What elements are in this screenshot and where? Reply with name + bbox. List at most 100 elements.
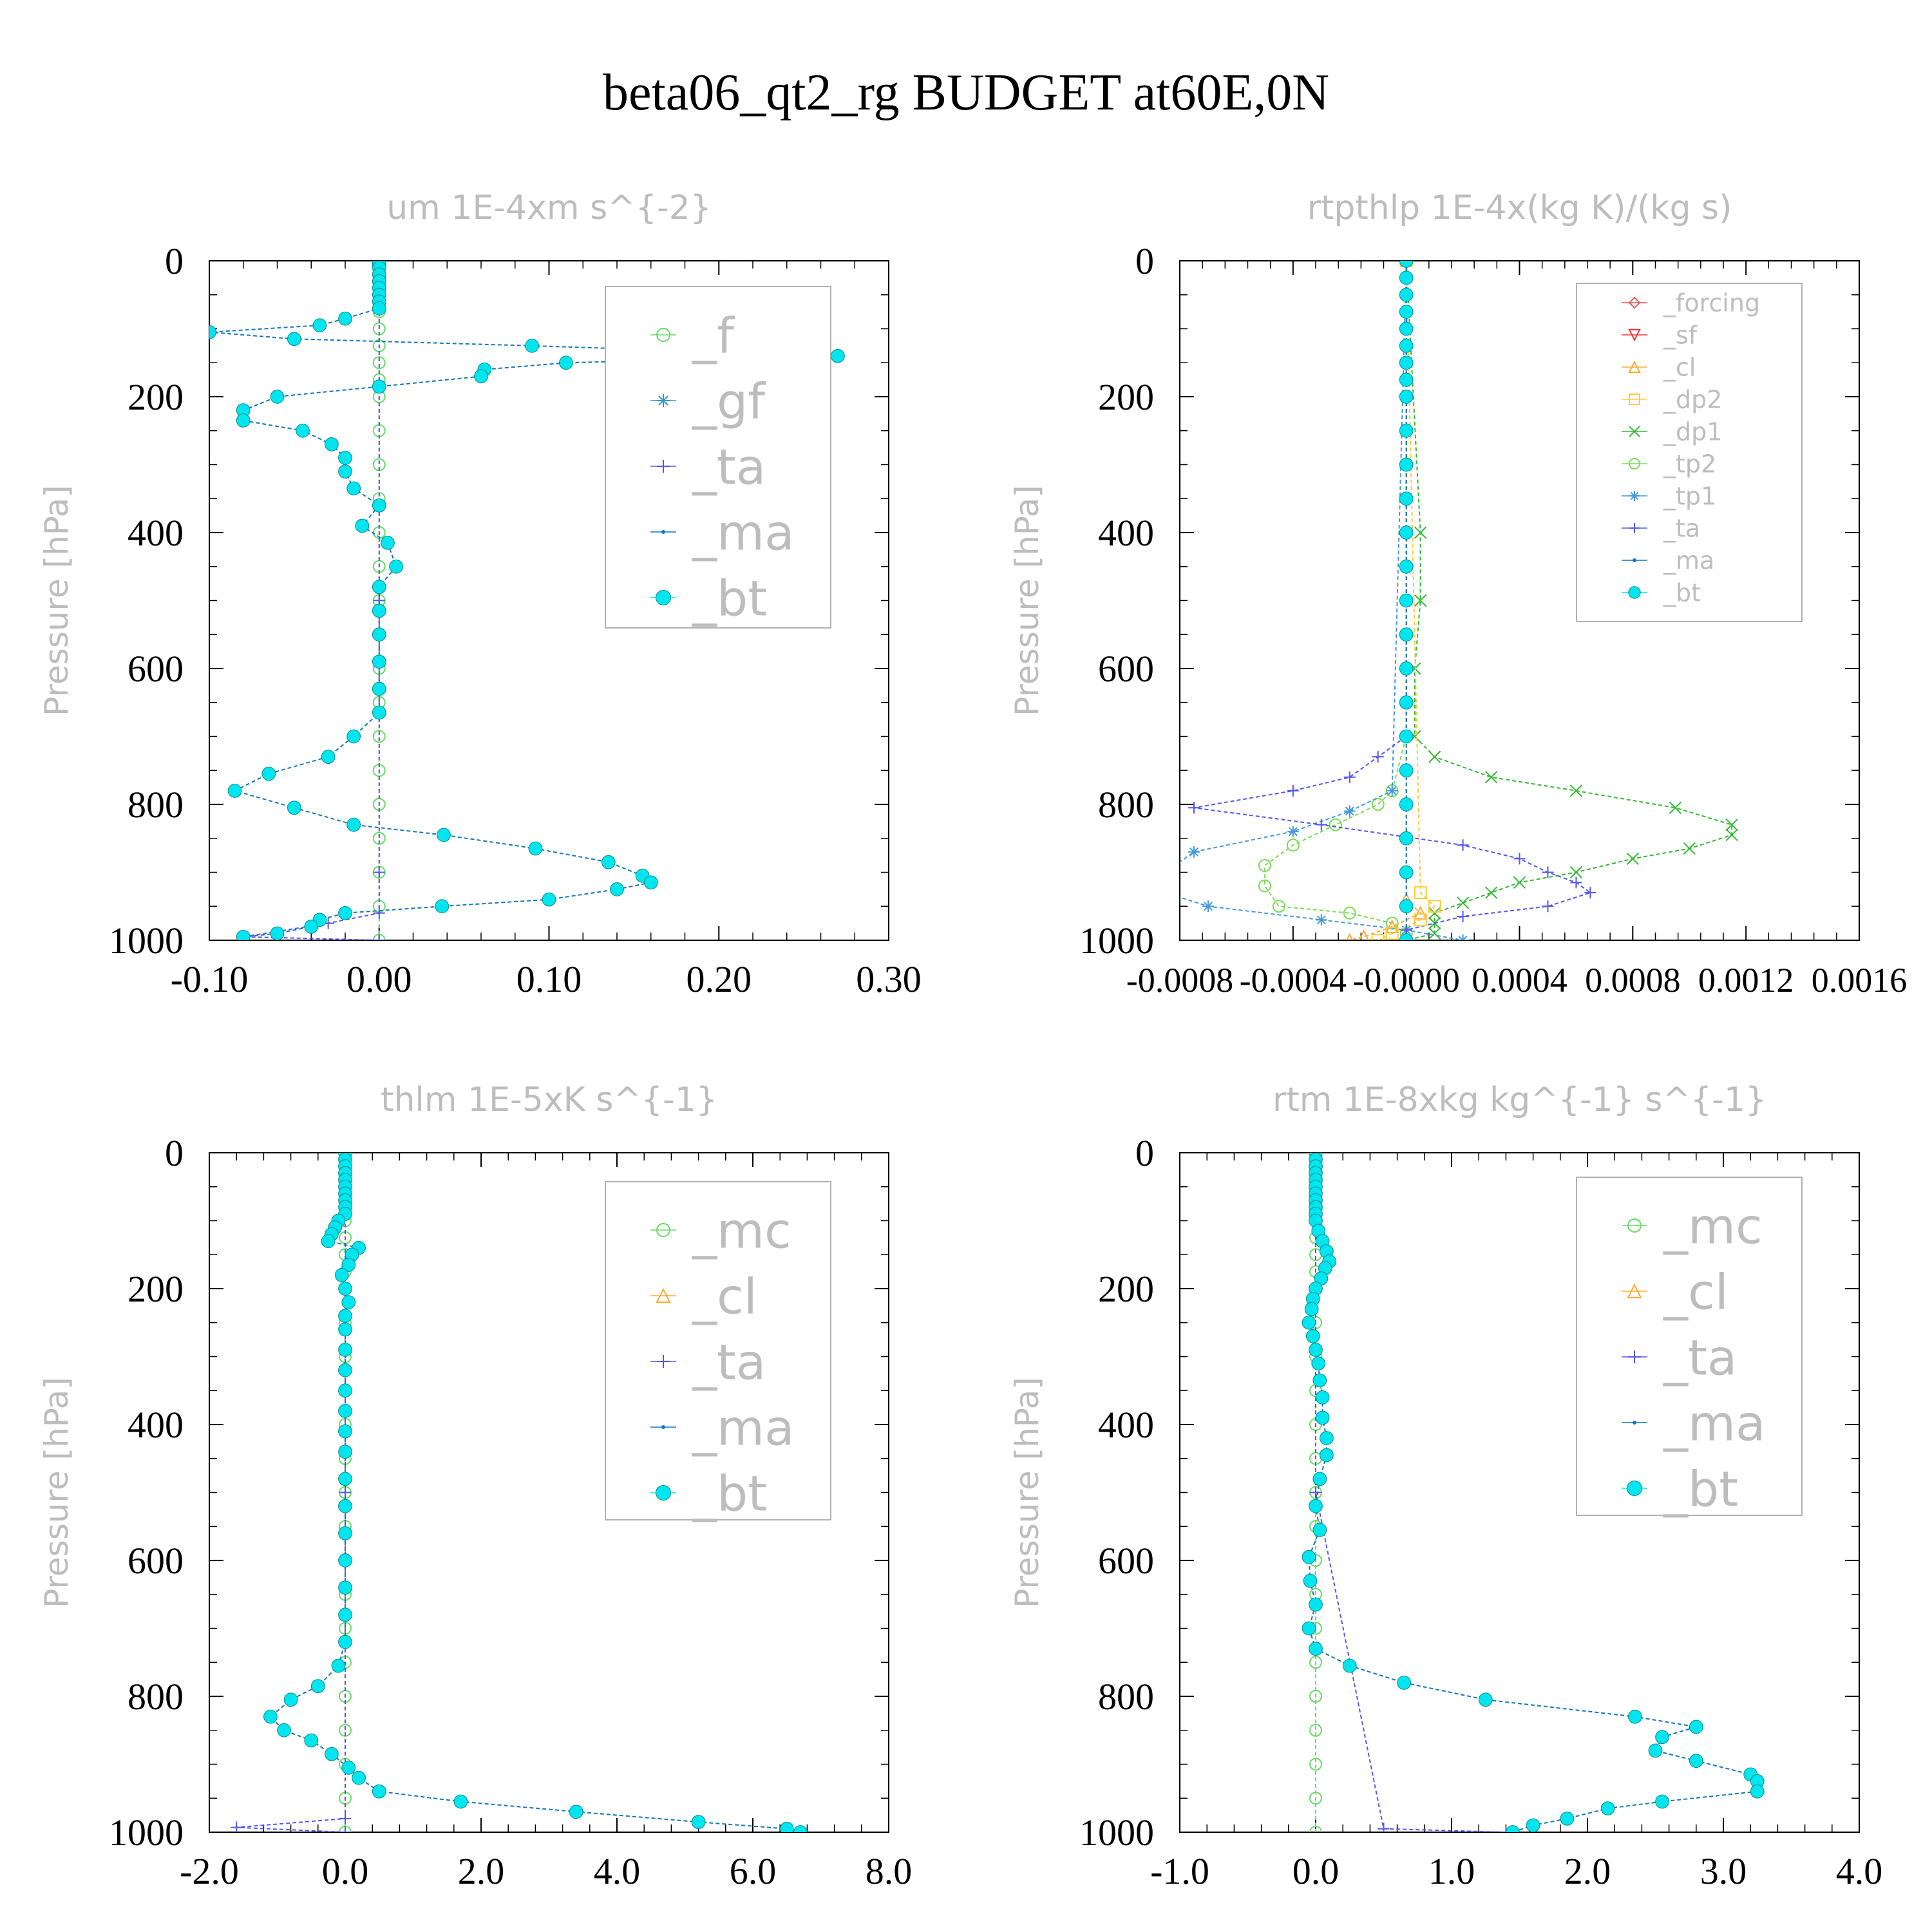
data-point bbox=[1414, 905, 1428, 920]
data-point bbox=[474, 369, 488, 384]
y-tick-label: 400 bbox=[1098, 512, 1154, 554]
data-point bbox=[1304, 1302, 1319, 1316]
legend-marker bbox=[661, 530, 665, 534]
data-point bbox=[1626, 852, 1640, 866]
data-point bbox=[338, 1553, 352, 1567]
legend-marker bbox=[1629, 393, 1640, 405]
data-point bbox=[1399, 559, 1414, 574]
data-layer bbox=[1180, 261, 1738, 940]
data-point bbox=[1329, 818, 1342, 831]
series-ta bbox=[237, 261, 385, 940]
data-point bbox=[1689, 1719, 1703, 1734]
x-tick-label: 3.0 bbox=[1700, 1850, 1747, 1892]
data-point bbox=[1397, 1676, 1411, 1690]
x-tick-label: 0.20 bbox=[687, 958, 752, 1000]
legend-label: _ta bbox=[692, 438, 766, 495]
data-point bbox=[1513, 853, 1526, 865]
data-point bbox=[227, 784, 242, 798]
legend-label: _mc bbox=[1663, 1197, 1763, 1255]
data-point bbox=[1526, 1818, 1540, 1832]
data-point bbox=[338, 1309, 352, 1323]
figure-title: beta06_qt2_rg BUDGET at60E,0N bbox=[603, 64, 1329, 121]
data-point bbox=[338, 1343, 352, 1357]
x-tick-label: 6.0 bbox=[730, 1850, 777, 1892]
legend-marker bbox=[657, 460, 670, 473]
data-point bbox=[1584, 887, 1596, 899]
data-point bbox=[338, 1404, 352, 1418]
data-point bbox=[331, 1658, 346, 1673]
data-point bbox=[372, 356, 386, 370]
y-tick-label: 0 bbox=[1135, 1132, 1154, 1174]
legend-label: _dp1 bbox=[1663, 418, 1722, 446]
data-point bbox=[1428, 907, 1441, 920]
data-point bbox=[1628, 1709, 1642, 1724]
y-tick-label: 1000 bbox=[1079, 920, 1154, 961]
legend-marker bbox=[661, 1425, 665, 1429]
x-tick-label: -0.0000 bbox=[1352, 961, 1459, 999]
data-point bbox=[1399, 899, 1414, 914]
panel-title: rtm 1E-8xkg kg^{-1} s^{-1} bbox=[1273, 1081, 1766, 1119]
legend-marker bbox=[657, 1355, 670, 1368]
data-point bbox=[1385, 919, 1399, 933]
data-point bbox=[1315, 1390, 1330, 1405]
data-point bbox=[1320, 1448, 1334, 1463]
data-point bbox=[779, 1821, 794, 1832]
data-point bbox=[1500, 1826, 1512, 1832]
chart-panels: um 1E-4xm s^{-2}Pressure [hPa]-0.10 0.00 0… bbox=[38, 189, 1907, 1892]
legend-label: _cl bbox=[1663, 354, 1696, 382]
data-point bbox=[341, 1258, 356, 1272]
data-point bbox=[263, 1709, 278, 1724]
data-point bbox=[1570, 876, 1582, 889]
legend-marker bbox=[656, 1223, 670, 1237]
data-point bbox=[338, 464, 352, 478]
data-point bbox=[270, 390, 285, 404]
data-point bbox=[1428, 927, 1441, 940]
x-tick-label: -1.0 bbox=[1150, 1850, 1209, 1892]
y-tick-label: 400 bbox=[128, 1404, 184, 1446]
legend-label: _dp2 bbox=[1663, 386, 1722, 414]
y-tick-label: 200 bbox=[128, 1268, 184, 1310]
data-point bbox=[525, 339, 539, 353]
data-point bbox=[1600, 1801, 1615, 1815]
data-point bbox=[1428, 900, 1441, 913]
legend-marker bbox=[1627, 1481, 1642, 1496]
data-point bbox=[1358, 929, 1369, 940]
x-tick-label: 2.0 bbox=[458, 1850, 505, 1892]
y-tick-label: 600 bbox=[1098, 1540, 1154, 1582]
legend-label: _cl bbox=[692, 1267, 757, 1325]
series-tp2 bbox=[1258, 261, 1413, 940]
x-tick-label: 0.0 bbox=[1293, 1850, 1340, 1892]
data-point bbox=[1311, 1356, 1326, 1370]
x-tick-label: -0.0008 bbox=[1126, 961, 1233, 999]
data-point bbox=[1457, 839, 1469, 851]
x-tick-label: 4.0 bbox=[594, 1850, 641, 1892]
legend-label: _ma bbox=[1663, 547, 1714, 575]
legend-label: _sf bbox=[1663, 321, 1698, 350]
legend-label: _forcing bbox=[1663, 289, 1760, 317]
data-point bbox=[569, 1804, 583, 1819]
data-point bbox=[1399, 321, 1414, 336]
legend-label: _ta bbox=[1663, 515, 1700, 543]
data-point bbox=[1484, 771, 1498, 784]
y-tick-label: 600 bbox=[1098, 648, 1154, 690]
data-point bbox=[346, 817, 361, 832]
data-point bbox=[231, 1821, 243, 1832]
y-tick-label: 0 bbox=[1135, 240, 1154, 282]
legend-label: _tp2 bbox=[1663, 450, 1716, 478]
y-tick-label: 800 bbox=[128, 784, 184, 826]
data-point bbox=[381, 535, 395, 550]
data-point bbox=[1309, 1642, 1323, 1656]
data-point bbox=[1310, 1486, 1321, 1499]
legend-label: _gf bbox=[692, 372, 766, 430]
series-bt bbox=[1399, 261, 1414, 940]
data-point bbox=[338, 1472, 352, 1486]
legend: _mc _cl _ta _ma _bt bbox=[605, 1181, 831, 1522]
legend-marker bbox=[656, 590, 671, 605]
x-tick-label: 1.0 bbox=[1428, 1850, 1475, 1892]
data-point bbox=[1371, 934, 1385, 940]
data-point bbox=[1399, 305, 1414, 319]
data-point bbox=[1399, 372, 1414, 387]
data-point bbox=[339, 1812, 351, 1824]
data-point bbox=[1399, 763, 1414, 778]
data-point bbox=[1312, 1522, 1327, 1537]
